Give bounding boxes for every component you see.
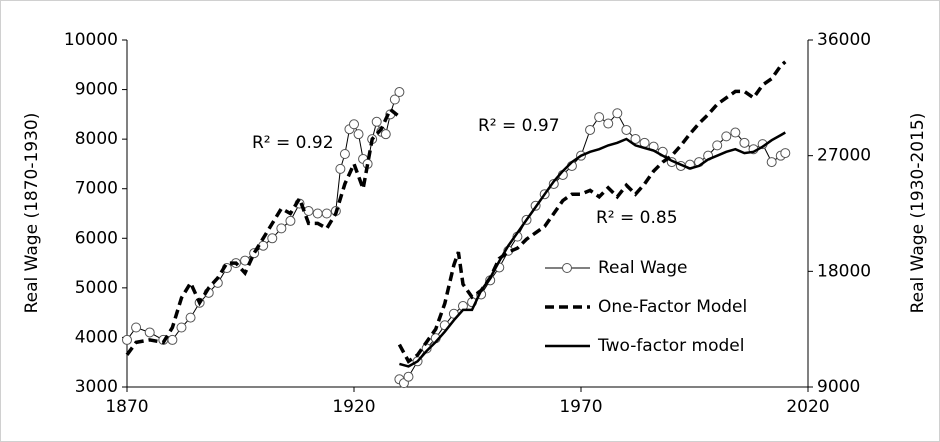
series-marker <box>122 334 132 345</box>
series-marker <box>353 129 364 140</box>
annotation: R² = 0.97 <box>478 116 560 136</box>
y-tick-label: 4000 <box>75 327 118 347</box>
series-marker <box>603 118 614 129</box>
series-marker <box>621 124 632 135</box>
series-marker <box>176 322 187 333</box>
series-marker <box>276 223 287 234</box>
legend-label: Two-factor model <box>597 336 744 356</box>
series-marker <box>131 322 142 333</box>
x-tick-label: 1920 <box>332 397 375 417</box>
legend-marker <box>562 263 572 273</box>
y-tick-label: 7000 <box>75 179 118 199</box>
legend-label: One-Factor Model <box>598 297 747 317</box>
x-tick-label: 1970 <box>559 397 602 417</box>
series-marker <box>339 149 350 160</box>
y-tick-label: 10000 <box>64 30 118 50</box>
legend-label: Real Wage <box>598 258 687 278</box>
y2-tick-label: 36000 <box>817 30 871 50</box>
y2-tick-label: 27000 <box>817 146 871 166</box>
series-marker <box>335 163 346 174</box>
series-line <box>125 106 401 356</box>
series-marker <box>612 108 623 119</box>
series-marker <box>630 133 641 144</box>
x-tick-label: 1870 <box>105 397 148 417</box>
y-axis-label: Real Wage (1870-1930) <box>22 113 42 314</box>
series-marker <box>167 334 178 345</box>
series-marker <box>730 127 741 138</box>
series-marker <box>349 119 359 130</box>
series-marker <box>721 131 732 142</box>
y2-tick-label: 9000 <box>817 377 860 397</box>
series-marker <box>389 94 400 105</box>
series-marker <box>766 157 777 168</box>
series-marker <box>144 327 155 338</box>
y-tick-label: 3000 <box>75 377 118 397</box>
series-line <box>397 60 787 364</box>
series-marker <box>285 215 296 226</box>
series-marker <box>312 208 323 219</box>
x-tick-label: 2020 <box>786 397 829 417</box>
series-marker <box>303 206 314 217</box>
series-marker <box>585 124 596 135</box>
series-line <box>399 131 786 368</box>
series-marker <box>712 140 723 151</box>
y2-axis-label: Real Wage (1930-2015) <box>908 113 928 314</box>
series-marker <box>321 208 332 219</box>
series-marker <box>780 148 791 159</box>
annotation: R² = 0.85 <box>596 208 678 228</box>
series-marker <box>380 129 391 140</box>
series-marker <box>267 233 278 244</box>
y-tick-label: 8000 <box>75 129 118 149</box>
series-marker <box>739 137 750 148</box>
series-marker <box>594 112 605 123</box>
annotation: R² = 0.92 <box>252 133 334 153</box>
series-marker <box>394 87 405 98</box>
series-marker <box>185 312 196 323</box>
y-tick-label: 9000 <box>75 80 118 100</box>
series-marker <box>403 371 414 382</box>
y2-tick-label: 18000 <box>817 261 871 281</box>
y-tick-label: 6000 <box>75 228 118 248</box>
y-tick-label: 5000 <box>75 278 118 298</box>
series-marker <box>371 116 382 127</box>
